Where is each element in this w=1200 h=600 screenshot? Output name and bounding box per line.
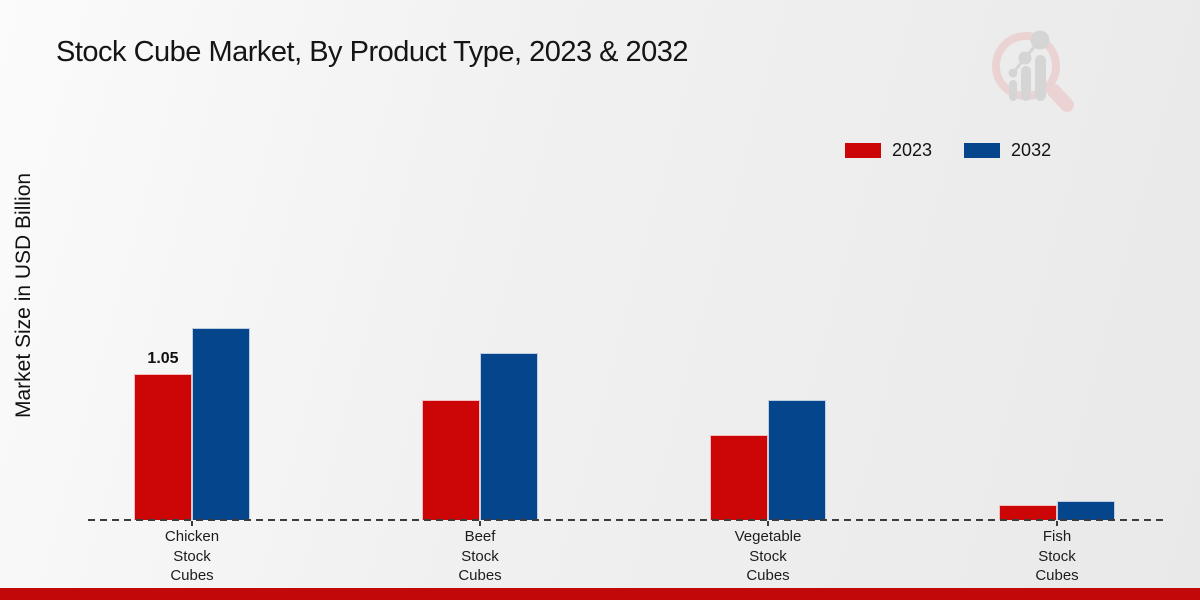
category-label-vegetable-stock-cubes: Vegetable Stock Cubes (734, 528, 802, 584)
legend-swatch-2023 (845, 143, 881, 158)
legend-item-2032: 2032 (964, 140, 1051, 161)
bar-2023-fish-stock-cubes (999, 504, 1057, 520)
legend-label-2023: 2023 (892, 140, 933, 160)
legend-label-2032: 2032 (1011, 140, 1052, 160)
bar-2032-beef-stock-cubes (480, 353, 538, 520)
bar-2023-vegetable-stock-cubes (710, 435, 768, 520)
legend-swatch-2032 (964, 143, 1001, 158)
legend: 2023 2032 (845, 140, 1051, 161)
x-axis-baseline (88, 519, 1163, 521)
bar-value-label: 1.05 (147, 349, 179, 367)
bar-2032-fish-stock-cubes (1057, 500, 1115, 520)
bar-2023-chicken-stock-cubes (134, 373, 192, 520)
category-label-chicken-stock-cubes: Chicken Stock Cubes (164, 528, 220, 584)
magnifier-chart-logo-icon (992, 30, 1074, 112)
bar-2032-vegetable-stock-cubes (768, 400, 826, 520)
axis-tick (191, 521, 193, 526)
category-label-beef-stock-cubes: Beef Stock Cubes (458, 528, 502, 584)
bar-2023-beef-stock-cubes (422, 400, 480, 520)
axis-tick (767, 521, 769, 526)
axis-tick (1056, 521, 1058, 526)
bar-2032-chicken-stock-cubes (192, 328, 250, 520)
legend-item-2023: 2023 (845, 140, 932, 161)
axis-tick (479, 521, 481, 526)
chart-title: Stock Cube Market, By Product Type, 2023… (56, 36, 689, 68)
bottom-accent-bar (0, 588, 1200, 600)
category-label-fish-stock-cubes: Fish Stock Cubes (1035, 528, 1079, 584)
